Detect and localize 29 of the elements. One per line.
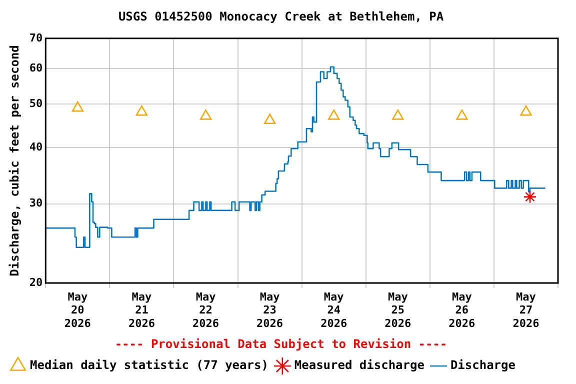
point bbox=[456, 110, 468, 120]
point bbox=[200, 110, 212, 120]
legend-label: Discharge bbox=[450, 358, 516, 372]
point bbox=[523, 190, 537, 204]
y-tick-label: 50 bbox=[29, 96, 43, 110]
point bbox=[72, 101, 84, 112]
x-tick-label: May 27 2026 bbox=[512, 290, 540, 330]
y-tick-label: 30 bbox=[29, 196, 43, 210]
x-tick-label: May 24 2026 bbox=[320, 290, 348, 330]
x-tick-label: May 25 2026 bbox=[384, 290, 412, 330]
x-tick-label: May 22 2026 bbox=[192, 290, 220, 330]
x-tick-label: May 21 2026 bbox=[128, 290, 156, 330]
x-tick-label: May 23 2026 bbox=[256, 290, 284, 330]
point bbox=[520, 105, 532, 116]
y-tick-label: 20 bbox=[29, 276, 43, 289]
chart-title: USGS 01452500 Monocacy Creek at Bethlehem, PA bbox=[118, 9, 444, 24]
y-axis-title: Discharge, cubic feet per second bbox=[7, 45, 22, 276]
point bbox=[328, 110, 340, 120]
point bbox=[264, 114, 276, 124]
point bbox=[392, 110, 404, 120]
x-tick-label: May 20 2026 bbox=[64, 290, 92, 330]
legend-label: Measured discharge bbox=[294, 358, 424, 372]
y-tick-label: 40 bbox=[29, 140, 43, 154]
legend-label: Median daily statistic (77 years) bbox=[30, 358, 268, 372]
y-tick-label: 60 bbox=[29, 61, 43, 74]
x-tick-label: May 26 2026 bbox=[448, 290, 476, 330]
y-tick-label: 70 bbox=[29, 31, 43, 44]
point bbox=[136, 105, 148, 116]
text: ---- Provisional Data Subject to Revision ---- bbox=[114, 336, 448, 351]
